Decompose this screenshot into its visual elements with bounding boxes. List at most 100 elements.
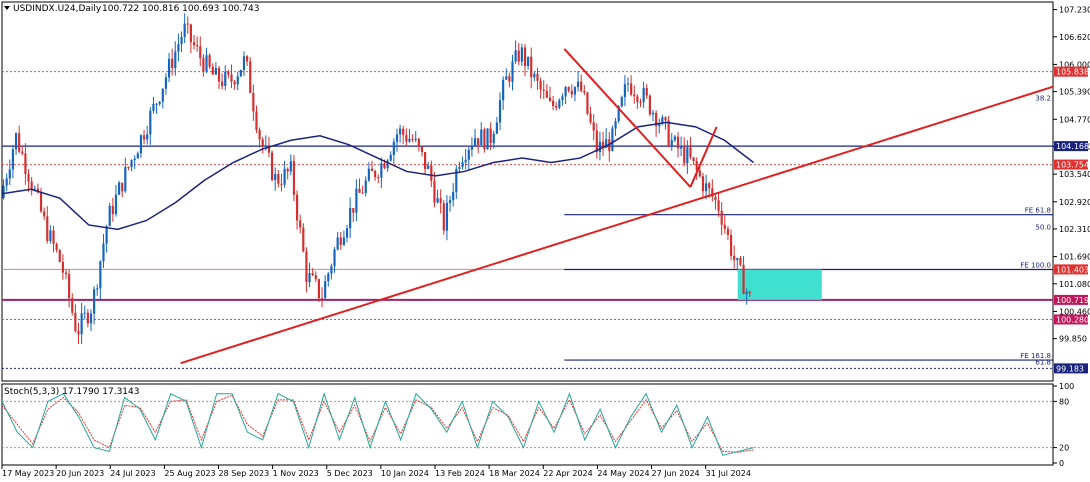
candle-body: [30, 181, 33, 190]
candle-body: [455, 168, 458, 192]
candle-body: [589, 113, 592, 123]
x-tick-label: 27 Jun 2024: [652, 469, 700, 478]
candle-body: [333, 249, 336, 267]
oscillator-tick-label: 20: [1059, 444, 1069, 453]
candle-body: [698, 170, 701, 177]
candle-body: [46, 216, 49, 242]
candle-body: [636, 96, 639, 103]
price-level-tag-label: 104.168: [1056, 142, 1089, 151]
candle-body: [292, 161, 296, 195]
candle-body: [139, 135, 143, 154]
candle-body: [121, 182, 124, 192]
candle-body: [717, 200, 720, 211]
candle-body: [642, 87, 645, 103]
candle-body: [692, 157, 695, 162]
candle-body: [252, 92, 255, 112]
candle-body: [720, 210, 723, 225]
candle-body: [64, 272, 68, 275]
candle-body: [183, 23, 186, 37]
candle-body: [49, 230, 52, 242]
candle-body: [408, 138, 411, 142]
y-tick-label: 106.620: [1059, 33, 1090, 42]
candle-body: [427, 165, 430, 169]
candle-body: [342, 237, 345, 245]
candle-body: [583, 90, 586, 93]
candle-body: [414, 138, 417, 140]
candle-body: [392, 141, 395, 155]
candle-body: [623, 84, 627, 98]
candle-body: [483, 129, 486, 150]
candle-body: [670, 140, 673, 147]
x-tick-label: 13 Feb 2024: [435, 469, 485, 478]
candle-body: [96, 288, 99, 290]
candle-body: [339, 237, 342, 245]
candle-body: [305, 251, 308, 283]
candle-body: [514, 50, 517, 62]
price-level-tag: [1054, 66, 1088, 77]
candle-body: [614, 121, 617, 129]
candle-body: [530, 56, 533, 78]
candle-body: [108, 205, 111, 227]
candle-body: [36, 188, 39, 192]
candle-body: [683, 145, 686, 164]
candle-body: [302, 227, 305, 252]
candle-body: [739, 258, 742, 265]
price-level-tag: [1054, 294, 1088, 305]
candle-body: [33, 188, 36, 190]
candle-body: [430, 165, 433, 181]
candle-body: [539, 80, 542, 90]
candle-body: [177, 44, 180, 52]
candle-body: [648, 95, 651, 115]
y-tick-label: 102.310: [1059, 225, 1090, 234]
candle-body: [221, 81, 224, 86]
oscillator-tick-label: 80: [1059, 397, 1069, 406]
candle-body: [680, 145, 683, 149]
fib-level-label: FE 161.8: [1020, 352, 1051, 360]
candle-body: [152, 104, 155, 111]
candle-body: [267, 145, 271, 153]
trendline: [689, 126, 718, 188]
candle-body: [246, 56, 249, 62]
y-tick-label: 101.080: [1059, 280, 1090, 289]
oscillator-pane-frame: [1, 383, 1054, 466]
candle-body: [667, 120, 670, 147]
candle-body: [380, 163, 383, 178]
candle-body: [470, 145, 474, 150]
candle-body: [595, 130, 598, 153]
candle-body: [520, 47, 523, 62]
y-tick-label: 100.460: [1059, 307, 1090, 316]
candle-body: [726, 228, 730, 235]
fib-level-label: FE 61.8: [1025, 207, 1051, 215]
x-tick-label: 24 May 2024: [597, 469, 649, 478]
candle-body: [255, 111, 258, 130]
trendline: [180, 85, 1054, 365]
candle-body: [161, 88, 164, 102]
candle-body: [299, 220, 302, 228]
candle-body: [467, 149, 470, 160]
candle-body: [733, 255, 736, 261]
main-pane-frame: [1, 1, 1054, 382]
candle-body: [230, 74, 233, 82]
candle-body: [208, 55, 211, 67]
candle-body: [155, 103, 158, 105]
candle-body: [542, 89, 545, 91]
candle-body: [345, 228, 349, 238]
candle-body: [111, 205, 114, 215]
x-tick-label: 24 Jul 2023: [110, 469, 155, 478]
candle-body: [411, 138, 414, 140]
fib-level-label: 50.0: [1035, 224, 1051, 232]
x-tick-label: 31 Jul 2024: [706, 469, 751, 478]
candle-body: [686, 147, 689, 164]
candle-body: [174, 51, 177, 69]
candle-body: [458, 166, 461, 169]
candle-body: [283, 168, 286, 185]
candle-body: [227, 71, 230, 75]
candle-body: [423, 152, 427, 169]
candle-body: [517, 50, 520, 62]
candle-body: [130, 160, 133, 168]
candle-body: [417, 138, 420, 147]
price-level-tag: [1054, 141, 1088, 152]
candle-body: [217, 67, 221, 82]
candle-body: [349, 208, 352, 229]
candle-body: [555, 106, 558, 108]
